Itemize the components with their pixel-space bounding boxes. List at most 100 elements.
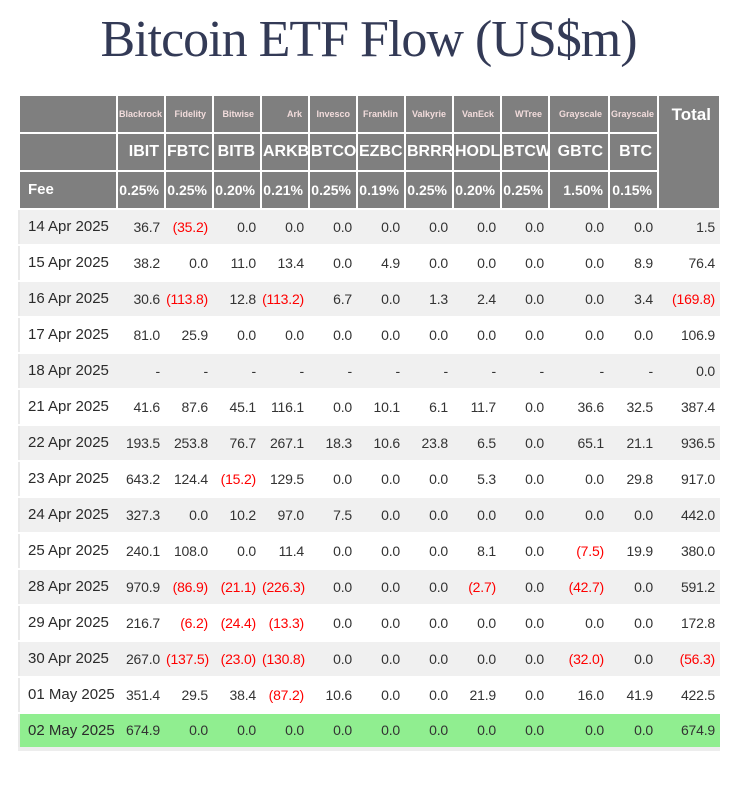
flow-value-cell: 21.1 <box>609 424 658 462</box>
flow-value-cell: 0.0 <box>501 424 549 462</box>
flow-value-cell: 0.0 <box>261 316 309 354</box>
table-row: 22 Apr 2025 193.5 253.8 76.7 267.1 18.3 10.6 23… <box>18 424 720 462</box>
table-row: 29 Apr 2025 216.7 (6.2) (24.4) (13.3) 0.0 0.0 0… <box>18 604 720 642</box>
flow-value-cell: 1.3 <box>405 280 453 318</box>
flow-value-cell: 6.5 <box>453 424 501 462</box>
flow-value-cell: 2.4 <box>453 280 501 318</box>
flow-value-cell: (130.8) <box>261 640 309 678</box>
table-row: 28 Apr 2025 970.9 (86.9) (21.1) (226.3) 0.0 0.… <box>18 568 720 606</box>
flow-value-cell: 0.0 <box>357 532 405 570</box>
flow-value-cell: 0.0 <box>453 316 501 354</box>
flow-value-cell: 12.8 <box>213 280 261 318</box>
flow-value-cell: 97.0 <box>261 496 309 534</box>
date-cell: 16 Apr 2025 <box>18 280 117 318</box>
flow-value-cell: 0.0 <box>261 712 309 750</box>
flow-value-cell: (35.2) <box>165 208 213 246</box>
flow-value-cell: 0.0 <box>357 460 405 498</box>
date-cell: 18 Apr 2025 <box>18 352 117 390</box>
total-value-cell: 674.9 <box>658 712 720 750</box>
flow-value-cell: 10.2 <box>213 496 261 534</box>
flow-value-cell: (6.2) <box>165 604 213 642</box>
flow-value-cell: 0.0 <box>609 208 658 246</box>
flow-value-cell: 0.0 <box>609 640 658 678</box>
flow-value-cell: 13.4 <box>261 244 309 282</box>
flow-value-cell: 0.0 <box>501 496 549 534</box>
flow-value-cell: 23.8 <box>405 424 453 462</box>
table-row: 17 Apr 2025 81.0 25.9 0.0 0.0 0.0 0.0 0.0 0.0 0.0… <box>18 316 720 354</box>
flow-value-cell: 0.0 <box>213 532 261 570</box>
flow-value-cell: (13.3) <box>261 604 309 642</box>
flow-value-cell: 41.9 <box>609 676 658 714</box>
flow-value-cell: 0.0 <box>609 568 658 606</box>
flow-value-cell: 81.0 <box>117 316 165 354</box>
flow-value-cell: 0.0 <box>357 316 405 354</box>
flow-value-cell: 0.0 <box>405 532 453 570</box>
flow-value-cell: 0.0 <box>609 496 658 534</box>
flow-value-cell: 29.8 <box>609 460 658 498</box>
corner-cell <box>18 93 118 134</box>
provider-label: Grayscale <box>548 93 610 134</box>
flow-value-cell: 36.7 <box>117 208 165 246</box>
fee-value: 0.15% <box>608 169 659 210</box>
bitcoin-etf-flow-page: Bitcoin ETF Flow (US$m) Blackrock Fidelit… <box>0 10 737 800</box>
flow-value-cell: 30.6 <box>117 280 165 318</box>
flow-value-cell: 0.0 <box>405 244 453 282</box>
date-cell: 17 Apr 2025 <box>18 316 117 354</box>
ticker-label: BRRR <box>404 131 454 172</box>
total-value-cell: 172.8 <box>658 604 720 642</box>
flow-value-cell: (23.0) <box>213 640 261 678</box>
ticker-label: IBIT <box>116 131 166 172</box>
fee-value: 0.25% <box>308 169 358 210</box>
flow-value-cell: - <box>117 352 165 390</box>
flow-value-cell: 0.0 <box>405 496 453 534</box>
flow-value-cell: 0.0 <box>357 208 405 246</box>
flow-value-cell: 0.0 <box>549 208 609 246</box>
flow-value-cell: - <box>213 352 261 390</box>
fee-value: 0.25% <box>500 169 550 210</box>
flow-value-cell: 0.0 <box>309 388 357 426</box>
flow-value-cell: 0.0 <box>501 244 549 282</box>
date-cell: 24 Apr 2025 <box>18 496 117 534</box>
provider-label: Blackrock <box>116 93 166 134</box>
date-cell: 30 Apr 2025 <box>18 640 117 678</box>
flow-value-cell: 6.1 <box>405 388 453 426</box>
flow-value-cell: 216.7 <box>117 604 165 642</box>
flow-value-cell: 193.5 <box>117 424 165 462</box>
flow-value-cell: - <box>501 352 549 390</box>
flow-value-cell: 76.7 <box>213 424 261 462</box>
flow-value-cell: - <box>453 352 501 390</box>
page-title: Bitcoin ETF Flow (US$m) <box>100 11 637 68</box>
fee-row: Fee 0.25% 0.25% 0.20% 0.21% 0.25% 0.19% 0.25% 0.… <box>18 169 720 210</box>
flow-value-cell: 643.2 <box>117 460 165 498</box>
total-value-cell: (169.8) <box>658 280 720 318</box>
date-cell: 28 Apr 2025 <box>18 568 117 606</box>
table-header: Blackrock Fidelity Bitwise Ark Invesco Frankl… <box>18 93 721 210</box>
flow-value-cell: 327.3 <box>117 496 165 534</box>
flow-value-cell: 0.0 <box>165 244 213 282</box>
flow-value-cell: 129.5 <box>261 460 309 498</box>
flow-value-cell: 3.4 <box>609 280 658 318</box>
flow-value-cell: 18.3 <box>309 424 357 462</box>
fee-value: 0.25% <box>164 169 214 210</box>
flow-value-cell: 41.6 <box>117 388 165 426</box>
flow-value-cell: 10.6 <box>357 424 405 462</box>
flow-value-cell: 267.1 <box>261 424 309 462</box>
flow-value-cell: 0.0 <box>453 496 501 534</box>
date-cell: 25 Apr 2025 <box>18 532 117 570</box>
flow-value-cell: 0.0 <box>309 244 357 282</box>
table-row: 01 May 2025 351.4 29.5 38.4 (87.2) 10.6 0.0 0.0… <box>18 676 720 714</box>
flow-value-cell: 0.0 <box>453 604 501 642</box>
flow-value-cell: 970.9 <box>117 568 165 606</box>
flow-value-cell: 36.6 <box>549 388 609 426</box>
table-row: 14 Apr 2025 36.7 (35.2) 0.0 0.0 0.0 0.0 0.0 0.0 0… <box>18 208 720 246</box>
flow-value-cell: 0.0 <box>405 568 453 606</box>
flow-value-cell: 0.0 <box>501 640 549 678</box>
table-row: 18 Apr 2025- - - - - - - - - - -0.0 <box>18 352 720 390</box>
flow-value-cell: 0.0 <box>309 712 357 750</box>
flow-value-cell: 674.9 <box>117 712 165 750</box>
table-row: 24 Apr 2025 327.3 0.0 10.2 97.0 7.5 0.0 0.0 0.0 0… <box>18 496 720 534</box>
flow-value-cell: 0.0 <box>165 496 213 534</box>
flow-value-cell: 0.0 <box>309 640 357 678</box>
date-cell: 29 Apr 2025 <box>18 604 117 642</box>
flow-value-cell: 0.0 <box>405 640 453 678</box>
